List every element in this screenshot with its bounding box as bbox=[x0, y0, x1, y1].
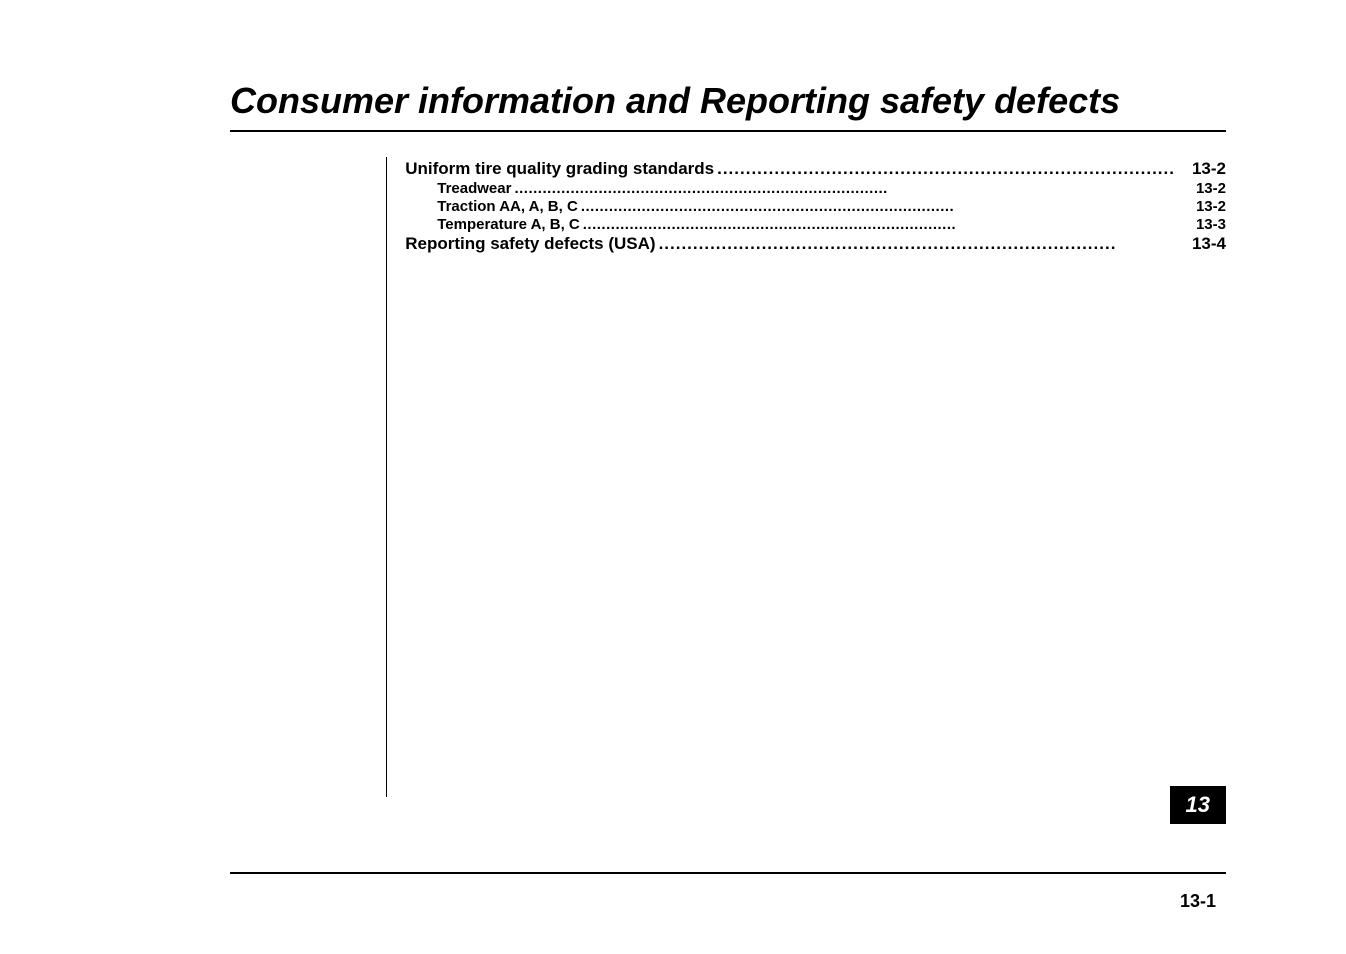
title-divider bbox=[230, 130, 1226, 132]
toc-entry: Uniform tire quality grading standards .… bbox=[405, 159, 1226, 179]
toc-entry: Traction AA, A, B, C ...................… bbox=[405, 198, 1226, 215]
toc-page-ref: 13-2 bbox=[1182, 180, 1226, 197]
toc-page-ref: 13-3 bbox=[1182, 216, 1226, 233]
toc-leader: ........................................… bbox=[514, 180, 1179, 197]
toc-label: Reporting safety defects (USA) bbox=[405, 234, 655, 254]
toc-label: Treadwear bbox=[437, 180, 511, 197]
content-area: Uniform tire quality grading standards .… bbox=[230, 157, 1226, 797]
toc-page-ref: 13-2 bbox=[1178, 159, 1226, 179]
toc-label: Uniform tire quality grading standards bbox=[405, 159, 714, 179]
left-column bbox=[230, 157, 387, 797]
toc-entry: Temperature A, B, C ....................… bbox=[405, 216, 1226, 233]
toc-leader: ........................................… bbox=[583, 216, 1179, 233]
toc-leader: ........................................… bbox=[659, 234, 1175, 254]
chapter-tab: 13 bbox=[1170, 786, 1226, 824]
footer-divider bbox=[230, 872, 1226, 874]
toc-page-ref: 13-4 bbox=[1178, 234, 1226, 254]
toc-entry: Reporting safety defects (USA) .........… bbox=[405, 234, 1226, 254]
toc-page-ref: 13-2 bbox=[1182, 198, 1226, 215]
chapter-title: Consumer information and Reporting safet… bbox=[230, 80, 1226, 122]
toc-column: Uniform tire quality grading standards .… bbox=[387, 157, 1226, 797]
toc-leader: ........................................… bbox=[717, 159, 1175, 179]
toc-leader: ........................................… bbox=[581, 198, 1179, 215]
toc-label: Traction AA, A, B, C bbox=[437, 198, 578, 215]
toc-entry: Treadwear ..............................… bbox=[405, 180, 1226, 197]
page-container: Consumer information and Reporting safet… bbox=[0, 0, 1346, 954]
page-number: 13-1 bbox=[1180, 891, 1216, 912]
toc-label: Temperature A, B, C bbox=[437, 216, 580, 233]
